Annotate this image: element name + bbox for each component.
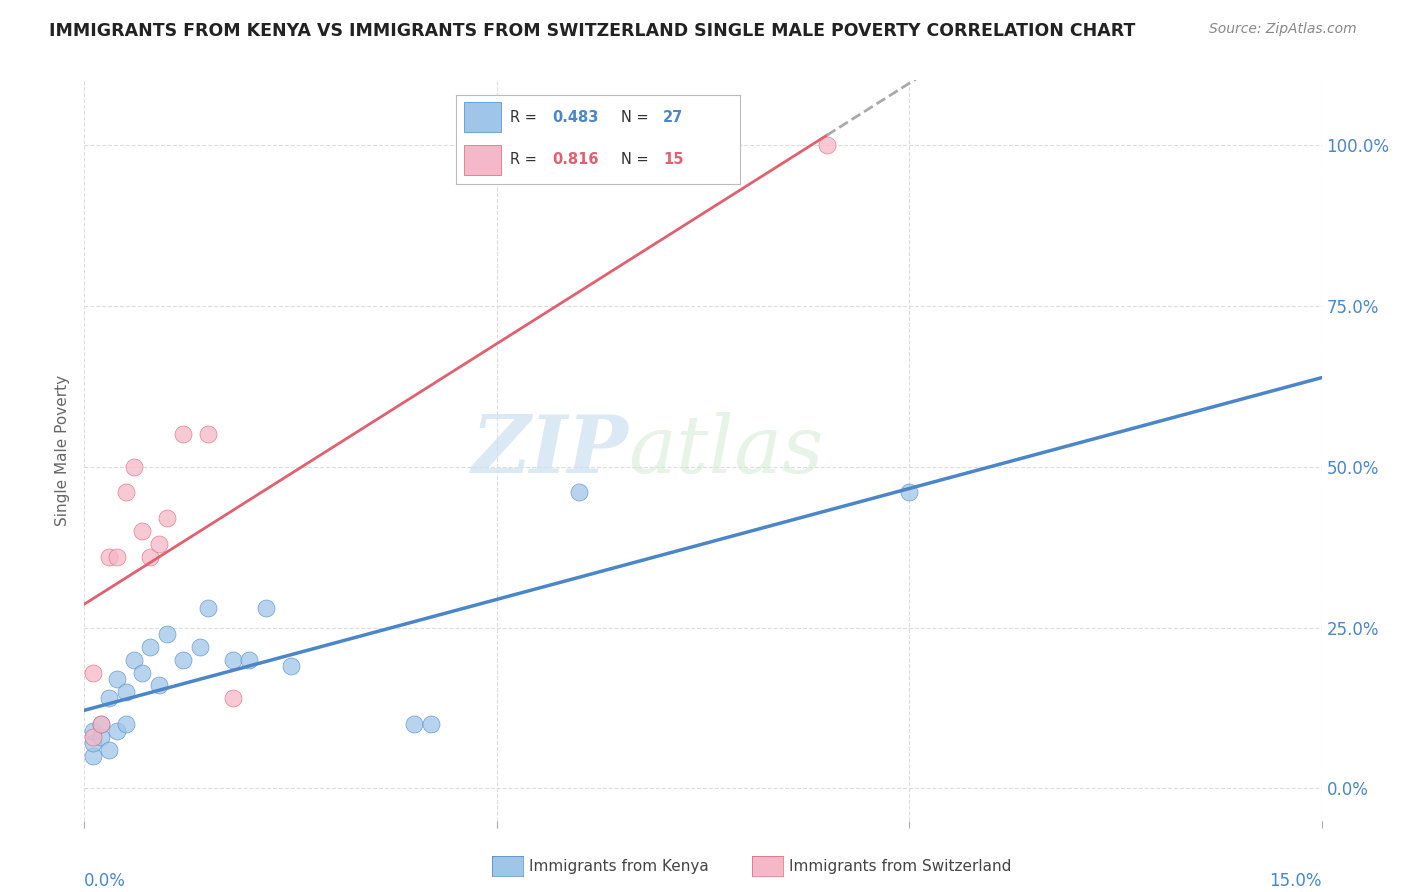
Point xyxy=(148,537,170,551)
Point xyxy=(898,485,921,500)
Text: Immigrants from Switzerland: Immigrants from Switzerland xyxy=(789,859,1011,873)
Point xyxy=(90,730,112,744)
Point xyxy=(139,640,162,654)
Point xyxy=(122,459,145,474)
Point xyxy=(568,485,591,500)
Point xyxy=(419,717,441,731)
Point xyxy=(254,601,277,615)
Point xyxy=(139,549,162,564)
Point xyxy=(156,511,179,525)
Text: 15.0%: 15.0% xyxy=(1270,872,1322,890)
Point xyxy=(197,601,219,615)
Text: Immigrants from Kenya: Immigrants from Kenya xyxy=(529,859,709,873)
Point xyxy=(98,549,121,564)
Point xyxy=(122,653,145,667)
Point xyxy=(105,549,128,564)
Point xyxy=(404,717,426,731)
Point xyxy=(156,627,179,641)
Point xyxy=(815,137,838,152)
Point xyxy=(114,685,136,699)
Point xyxy=(82,730,104,744)
Point xyxy=(280,659,302,673)
Point xyxy=(148,678,170,692)
Point xyxy=(105,672,128,686)
Point xyxy=(82,723,104,738)
Point xyxy=(197,427,219,442)
Point xyxy=(222,691,245,706)
Point xyxy=(172,653,194,667)
Point xyxy=(98,691,121,706)
Point xyxy=(222,653,245,667)
Point xyxy=(90,717,112,731)
Point xyxy=(131,524,153,538)
Point xyxy=(131,665,153,680)
Point xyxy=(98,743,121,757)
Text: Source: ZipAtlas.com: Source: ZipAtlas.com xyxy=(1209,22,1357,37)
Point xyxy=(238,653,260,667)
Point xyxy=(114,717,136,731)
Point xyxy=(188,640,211,654)
Text: 0.0%: 0.0% xyxy=(84,872,127,890)
Point xyxy=(82,665,104,680)
Text: IMMIGRANTS FROM KENYA VS IMMIGRANTS FROM SWITZERLAND SINGLE MALE POVERTY CORRELA: IMMIGRANTS FROM KENYA VS IMMIGRANTS FROM… xyxy=(49,22,1136,40)
Point xyxy=(90,717,112,731)
Point xyxy=(82,749,104,764)
Point xyxy=(105,723,128,738)
Y-axis label: Single Male Poverty: Single Male Poverty xyxy=(55,375,70,526)
Point xyxy=(114,485,136,500)
Point xyxy=(172,427,194,442)
Point xyxy=(82,736,104,750)
Text: atlas: atlas xyxy=(628,412,824,489)
Text: ZIP: ZIP xyxy=(472,412,628,489)
